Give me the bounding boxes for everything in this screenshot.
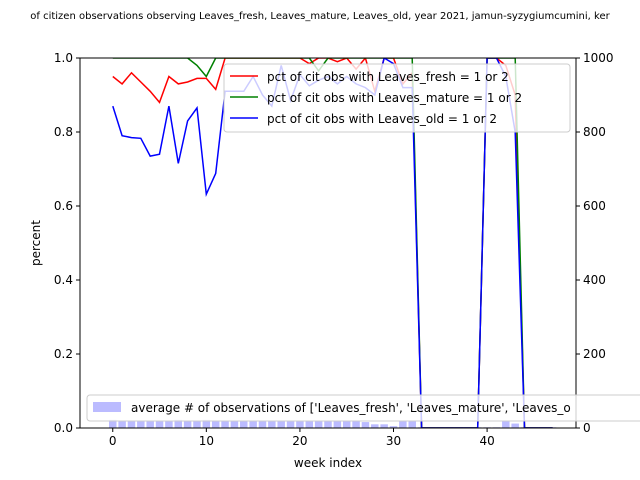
bar: [296, 421, 304, 428]
legend-bars: average # of observations of ['Leaves_fr…: [86, 394, 640, 422]
y-tick-label: 0.0: [54, 421, 73, 435]
legend-box: [86, 394, 640, 422]
bar: [146, 421, 154, 428]
bar: [324, 421, 332, 428]
bar: [286, 421, 295, 428]
bar: [305, 421, 314, 428]
y-tick-label: 0.4: [54, 273, 73, 287]
legend-label: pct of cit obs with Leaves_mature = 1 or…: [267, 91, 522, 105]
bar: [183, 420, 192, 428]
bar: [240, 421, 248, 428]
y2-tick-label: 1000: [583, 51, 614, 65]
bar: [408, 421, 416, 428]
x-axis-label: week index: [294, 456, 362, 470]
y2-tick-label: 0: [583, 421, 591, 435]
y-tick-label: 1.0: [54, 51, 73, 65]
legend-lines: pct of cit obs with Leaves_fresh = 1 or …: [223, 63, 571, 133]
bar: [258, 421, 267, 428]
y-tick-label: 0.6: [54, 199, 73, 213]
bar: [230, 420, 239, 428]
legend-box: [223, 63, 571, 133]
bar: [221, 420, 229, 428]
bar: [137, 420, 145, 428]
bar: [109, 419, 117, 428]
y2-tick-label: 800: [583, 125, 606, 139]
y2-tick-label: 200: [583, 347, 606, 361]
bar: [127, 420, 136, 428]
x-tick-label: 10: [199, 434, 214, 448]
legend-label: pct of cit obs with Leaves_fresh = 1 or …: [267, 70, 509, 84]
y-axis-label: percent: [29, 220, 43, 266]
bar: [342, 421, 351, 428]
bar: [193, 420, 201, 428]
bar: [371, 424, 379, 428]
bar: [268, 421, 276, 428]
bar: [389, 426, 398, 428]
bar: [502, 421, 510, 428]
bar: [202, 419, 211, 428]
bar: [352, 421, 360, 428]
x-tick-label: 40: [479, 434, 494, 448]
y-axis-left: 0.0 0.2 0.4 0.6 0.8 1.0: [54, 51, 80, 435]
chart-title: of citizen observations observing Leaves…: [30, 11, 610, 22]
x-tick-label: 0: [109, 434, 117, 448]
bar: [399, 421, 407, 428]
legend-label: average # of observations of ['Leaves_fr…: [131, 401, 571, 415]
bar: [380, 424, 388, 428]
y-tick-label: 0.8: [54, 125, 73, 139]
x-tick-label: 20: [292, 434, 307, 448]
bar: [155, 420, 164, 428]
bar: [165, 420, 173, 428]
bar: [511, 423, 519, 428]
bar: [174, 419, 183, 428]
legend-swatch: [93, 402, 121, 412]
y-tick-label: 0.2: [54, 347, 73, 361]
plot-frame: [79, 57, 577, 429]
bar: [277, 421, 285, 428]
bar: [314, 421, 323, 428]
y2-tick-label: 600: [583, 199, 606, 213]
y-axis-right: 0 200 400 600 800 1000: [576, 51, 614, 435]
x-tick-label: 30: [386, 434, 401, 448]
bar: [333, 421, 342, 428]
bar: [361, 422, 370, 428]
y2-tick-label: 400: [583, 273, 606, 287]
legend-label: pct of cit obs with Leaves_old = 1 or 2: [267, 112, 497, 126]
x-axis: 0 10 20 30 40: [109, 428, 495, 448]
bar: [211, 420, 220, 428]
bar: [118, 420, 126, 428]
bar: [249, 420, 257, 428]
